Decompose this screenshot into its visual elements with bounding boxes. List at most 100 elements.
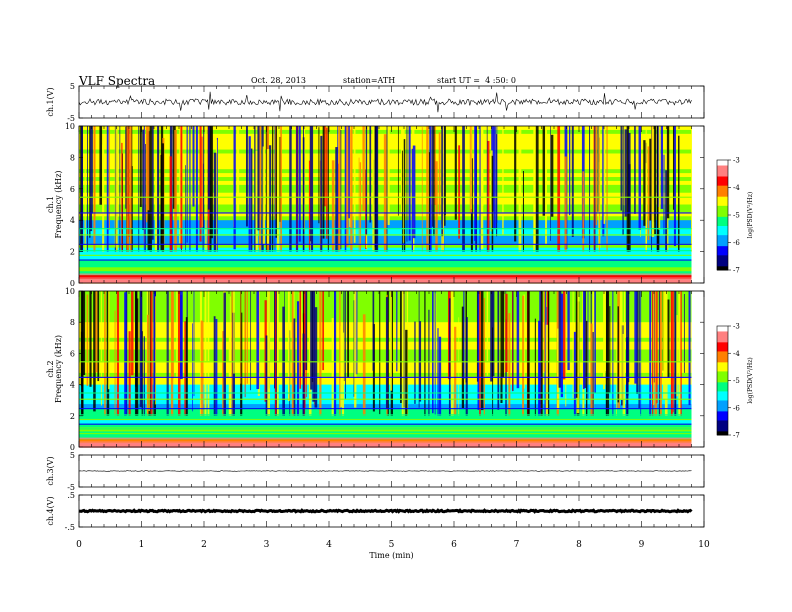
spectrogram-cell: [79, 423, 692, 429]
spectrogram-cell: [403, 291, 405, 408]
y-tick-label: 8: [70, 153, 75, 162]
colorbar: [717, 160, 728, 271]
spectrogram-cell: [362, 314, 366, 416]
colorbar-cell: [717, 427, 728, 431]
spectrogram-cell: [167, 291, 169, 416]
spectrogram-cell: [463, 291, 465, 380]
spectrogram-cell: [543, 291, 546, 372]
spectrogram-cell: [533, 126, 537, 245]
colorbar-cell: [717, 215, 728, 218]
spectrogram-cell: [649, 138, 652, 221]
spectrogram-cell: [438, 132, 441, 215]
spectrogram-cell: [582, 171, 585, 252]
spectrogram-cell: [79, 353, 692, 358]
spectrogram-cell: [598, 162, 600, 252]
spectrogram-cell: [583, 291, 585, 390]
colorbar-cell: [717, 420, 728, 423]
colorbar-cell: [717, 360, 728, 363]
spectrogram-cell: [145, 126, 148, 223]
colorbar-cell: [717, 233, 728, 236]
spectrogram-cell: [250, 148, 253, 252]
spectrogram-cell: [616, 328, 617, 416]
spectrogram-cell: [79, 259, 692, 264]
spectrogram-ch2: [79, 291, 692, 448]
spectrogram-cell: [512, 291, 514, 391]
spectrogram-cell: [626, 126, 629, 252]
spectrogram-cell: [302, 291, 305, 376]
spectrogram-cell: [189, 126, 191, 252]
spectrogram-cell: [268, 145, 272, 252]
spectrogram-cell: [647, 146, 650, 240]
colorbar-tick-label: -6: [733, 239, 740, 247]
colorbar-cell: [717, 347, 728, 351]
spectrogram-cell: [461, 306, 465, 408]
colorbar-cell: [717, 335, 728, 338]
spectrogram-cell: [256, 291, 260, 390]
colorbar-cell: [717, 367, 728, 371]
y-axis-label: Frequency (kHz): [54, 335, 63, 403]
spectrogram-cell: [658, 291, 661, 416]
spectrogram-cell: [184, 321, 186, 416]
spectrogram-cell: [620, 126, 622, 211]
spectrogram-cell: [603, 126, 606, 224]
spectrogram-cell: [261, 126, 264, 252]
spectrogram-cell: [79, 322, 692, 327]
colorbar-cell: [717, 424, 728, 427]
colorbar-cell: [717, 237, 728, 240]
spectrogram-cell: [435, 161, 438, 252]
spectrogram-cell: [619, 291, 623, 400]
spectrogram-cell: [79, 432, 692, 435]
colorbar-cell: [717, 259, 728, 262]
colorbar-cell: [717, 171, 728, 174]
colorbar-cell: [717, 431, 728, 434]
spectrogram-cell: [246, 291, 248, 384]
spectrogram-cell: [79, 212, 692, 214]
colorbar-cell: [717, 409, 728, 412]
spectrogram-cell: [79, 271, 692, 276]
spectrogram-cell: [602, 126, 605, 237]
spectrogram-cell: [222, 331, 225, 416]
spectrogram-cell: [274, 126, 276, 252]
spectrogram-cell: [454, 126, 457, 220]
colorbar-cell: [717, 229, 728, 232]
colorbar-cell: [717, 353, 728, 356]
colorbar-tick-label: -7: [733, 432, 740, 440]
colorbar-cell: [717, 189, 728, 192]
spectrogram-cell: [115, 126, 118, 252]
spectrogram-cell: [166, 291, 168, 416]
spectrogram-cell: [92, 126, 93, 214]
spectrogram-cell: [441, 126, 443, 237]
colorbar-cell: [717, 167, 728, 170]
spectrogram-cell: [386, 126, 388, 252]
colorbar-cell: [717, 378, 728, 381]
spectrogram-cell: [565, 291, 567, 407]
spectrogram-cell: [79, 310, 692, 315]
spectrogram-cell: [79, 392, 692, 394]
spectrogram-cell: [634, 126, 636, 214]
spectrogram-cell: [448, 298, 451, 416]
spectrogram-cell: [157, 126, 160, 252]
spectrogram-cell: [86, 294, 89, 386]
spectrogram-cell: [126, 126, 130, 252]
date-label: Oct. 28, 2013: [251, 76, 306, 85]
spectrogram-cell: [240, 291, 242, 384]
spectrogram-cell: [626, 291, 629, 396]
spectrogram-cell: [79, 254, 692, 256]
spectrogram-cell: [603, 291, 606, 390]
spectrogram-cell: [338, 126, 341, 252]
spectrogram-cell: [497, 291, 500, 410]
spectrogram-cell: [550, 126, 551, 241]
colorbar-cell: [717, 251, 728, 254]
colorbar-cell: [717, 418, 728, 421]
spectrogram-cell: [79, 259, 692, 261]
colorbar-cell: [717, 340, 728, 343]
spectrogram-cell: [131, 291, 134, 376]
spectrogram-cell: [653, 126, 656, 235]
spectrogram-cell: [124, 292, 127, 416]
spectrogram-cell: [275, 291, 277, 416]
spectrogram-cell: [575, 291, 578, 398]
spectrogram-cell: [437, 328, 439, 416]
spectrogram-cell: [322, 126, 325, 239]
colorbar-cell: [717, 355, 728, 358]
colorbar-cell: [717, 260, 728, 264]
